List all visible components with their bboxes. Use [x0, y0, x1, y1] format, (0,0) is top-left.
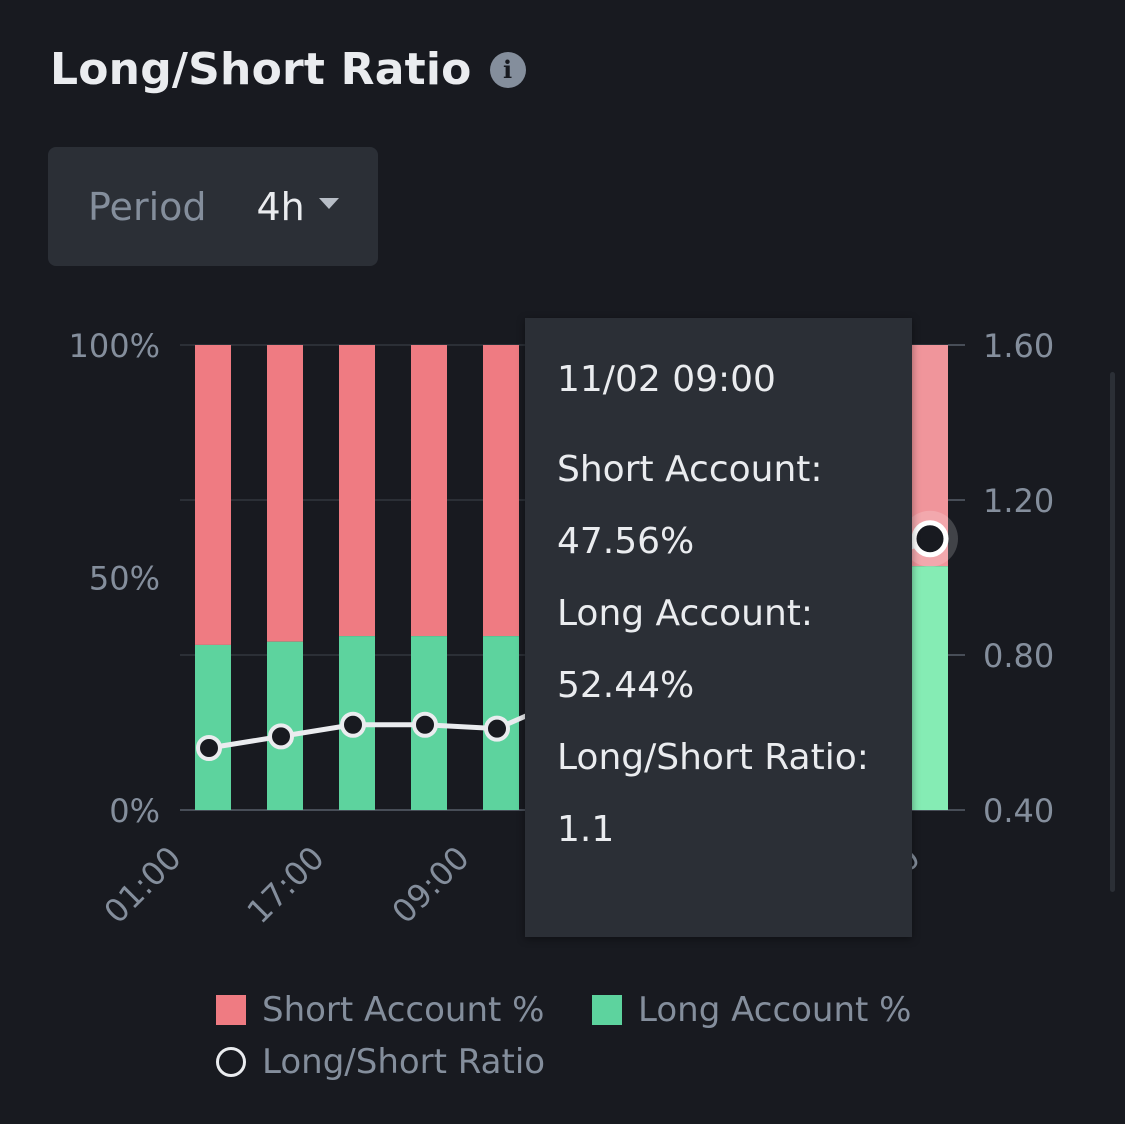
short-bar: [483, 345, 519, 637]
period-select[interactable]: Period 4h: [48, 147, 378, 266]
tooltip-short-label: Short Account:: [557, 449, 823, 490]
info-icon[interactable]: i: [489, 51, 526, 88]
legend-item-ratio[interactable]: Long/Short Ratio: [216, 1042, 545, 1082]
chart-tooltip: 11/02 09:00 Short Account: 47.56% Long A…: [525, 318, 912, 937]
x-axis-tick-label: 01:00: [97, 839, 189, 931]
right-axis-tick-label: 1.60: [983, 327, 1054, 365]
long-bar: [195, 644, 231, 810]
legend-label-ratio: Long/Short Ratio: [262, 1042, 546, 1082]
short-bar: [195, 345, 231, 645]
legend-item-long[interactable]: Long Account %: [592, 990, 911, 1030]
tooltip-short-value: 47.56%: [557, 521, 695, 562]
ratio-point: [268, 723, 294, 750]
x-axis-tick-label: 17:00: [240, 839, 332, 931]
left-axis-tick-label: 50%: [89, 560, 160, 598]
legend-swatch-short: [216, 995, 246, 1025]
page-title: Long/Short Ratio: [50, 44, 472, 95]
ratio-point: [340, 711, 366, 738]
short-bar: [411, 345, 447, 637]
scrollbar[interactable]: [1110, 372, 1115, 892]
period-value: 4h: [256, 184, 305, 229]
short-bar: [339, 345, 375, 637]
ratio-point: [484, 715, 510, 742]
tooltip-long-value: 52.44%: [557, 665, 695, 706]
legend-label-short: Short Account %: [262, 990, 545, 1030]
left-axis-tick-label: 0%: [109, 792, 160, 830]
right-axis-tick-label: 0.40: [983, 792, 1054, 830]
legend-item-short[interactable]: Short Account %: [216, 990, 544, 1030]
legend-swatch-long: [592, 995, 622, 1025]
tooltip-long-label: Long Account:: [557, 593, 814, 634]
left-axis-tick-label: 100%: [69, 327, 160, 365]
chevron-down-icon: [318, 198, 339, 209]
title-row: Long/Short Ratio i: [50, 44, 526, 95]
ratio-point: [412, 711, 438, 738]
right-axis-tick-label: 0.80: [983, 637, 1054, 675]
period-label: Period: [88, 184, 207, 229]
tooltip-time: 11/02 09:00: [557, 359, 776, 400]
right-axis-tick-label: 1.20: [983, 482, 1054, 520]
ratio-point: [911, 520, 949, 558]
long-bar: [912, 566, 948, 810]
tooltip-ratio-value: 1.1: [557, 809, 615, 850]
tooltip-ratio-label: Long/Short Ratio:: [557, 737, 869, 778]
ratio-point: [196, 735, 222, 761]
legend-swatch-ratio: [216, 1047, 246, 1077]
short-bar: [267, 345, 303, 642]
legend-label-long: Long Account %: [638, 990, 912, 1030]
x-axis-tick-label: 09:00: [385, 839, 477, 931]
